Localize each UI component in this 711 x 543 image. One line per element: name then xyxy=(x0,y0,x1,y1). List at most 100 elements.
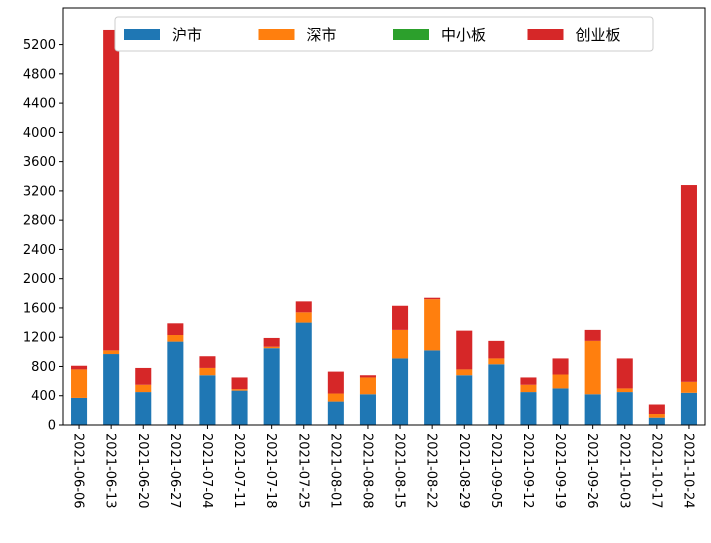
bar-2021-06-27-series-1 xyxy=(167,335,184,342)
bar-2021-07-18-series-0 xyxy=(263,348,280,425)
bar-2021-06-13-series-3 xyxy=(103,29,120,351)
x-tick-label: 2021-09-19 xyxy=(552,433,567,509)
x-tick-label: 2021-08-22 xyxy=(424,433,439,509)
bar-2021-10-17-series-0 xyxy=(648,417,665,425)
y-tick-label: 3200 xyxy=(23,184,56,199)
bar-2021-09-26-series-0 xyxy=(584,394,601,425)
y-tick-label: 1600 xyxy=(23,301,56,316)
bar-2021-09-05-series-0 xyxy=(488,364,505,425)
bar-2021-08-01-series-0 xyxy=(327,401,344,425)
bar-2021-07-25-series-3 xyxy=(295,301,312,313)
bar-2021-09-19-series-0 xyxy=(552,388,569,425)
legend-label-0: 沪市 xyxy=(172,26,202,44)
bar-2021-08-22-series-3 xyxy=(424,297,441,300)
bar-2021-08-15-series-3 xyxy=(392,305,409,330)
y-tick-label: 800 xyxy=(31,360,56,375)
bar-2021-06-13-series-0 xyxy=(103,354,120,425)
y-tick-label: 2400 xyxy=(23,243,56,258)
y-tick-label: 400 xyxy=(31,389,56,404)
bar-2021-10-03-series-1 xyxy=(616,388,633,393)
legend-label-2: 中小板 xyxy=(441,26,486,44)
y-tick-label: 2000 xyxy=(23,272,56,287)
x-tick-label: 2021-06-06 xyxy=(71,433,86,509)
bar-2021-06-06-series-1 xyxy=(71,369,88,398)
x-tick-label: 2021-08-29 xyxy=(456,433,471,509)
bar-2021-08-22-series-0 xyxy=(424,350,441,425)
y-tick-label: 4800 xyxy=(23,67,56,82)
x-tick-label: 2021-07-18 xyxy=(263,433,278,509)
bar-2021-08-08-series-0 xyxy=(359,394,376,425)
bar-2021-10-24-series-3 xyxy=(680,185,697,382)
y-axis: 0 400 800 1200 1600 2000 2400 2800 3200 3600 4000 4… xyxy=(23,38,63,434)
x-tick-label: 2021-09-05 xyxy=(488,433,503,509)
bar-2021-08-29-series-3 xyxy=(456,330,473,370)
bar-2021-06-13-series-1 xyxy=(103,350,120,355)
bar-2021-06-27-series-3 xyxy=(167,323,184,336)
bar-2021-07-11-series-3 xyxy=(231,377,248,390)
bar-2021-10-03-series-3 xyxy=(616,358,633,389)
x-tick-label: 2021-10-17 xyxy=(648,433,663,509)
bar-2021-09-26-series-1 xyxy=(584,340,601,395)
bar-2021-06-20-series-3 xyxy=(135,367,152,385)
bar-2021-09-05-series-1 xyxy=(488,358,505,365)
bar-2021-09-12-series-0 xyxy=(520,392,537,425)
bar-2021-09-19-series-1 xyxy=(552,374,569,389)
bar-2021-10-24-series-0 xyxy=(680,392,697,425)
y-tick-label: 0 xyxy=(48,419,56,434)
bar-2021-07-11-series-1 xyxy=(231,389,248,391)
x-axis: 2021-06-06 2021-06-13 2021-06-20 2021-06-27… xyxy=(71,425,695,509)
legend: 沪市 深市 中小板 创业板 xyxy=(114,16,654,52)
bar-2021-09-26-series-3 xyxy=(584,329,601,341)
legend-swatch-1 xyxy=(258,29,295,40)
bar-2021-08-01-series-3 xyxy=(327,371,344,394)
y-tick-label: 4000 xyxy=(23,126,56,141)
bar-2021-07-04-series-1 xyxy=(199,367,216,376)
bar-2021-10-17-series-1 xyxy=(648,414,665,418)
x-tick-label: 2021-08-08 xyxy=(359,433,374,509)
bar-2021-10-24-series-1 xyxy=(680,381,697,393)
bars-layer xyxy=(71,29,697,425)
legend-label-1: 深市 xyxy=(307,26,337,44)
x-tick-label: 2021-06-20 xyxy=(135,433,150,509)
bar-2021-08-15-series-1 xyxy=(392,329,409,359)
x-tick-label: 2021-06-27 xyxy=(167,433,182,509)
plot-frame xyxy=(62,7,706,426)
x-tick-label: 2021-09-26 xyxy=(584,433,599,509)
legend-swatch-2 xyxy=(393,29,429,40)
y-tick-label: 2800 xyxy=(23,214,56,229)
x-tick-label: 2021-06-13 xyxy=(103,433,118,509)
bar-2021-09-19-series-3 xyxy=(552,358,569,375)
bar-2021-08-08-series-3 xyxy=(359,375,376,378)
bar-2021-07-04-series-0 xyxy=(199,375,216,425)
y-tick-label: 1200 xyxy=(23,331,56,346)
x-tick-label: 2021-07-25 xyxy=(295,433,310,509)
legend-label-3: 创业板 xyxy=(576,26,621,44)
bar-2021-08-29-series-1 xyxy=(456,369,473,376)
legend-box xyxy=(114,16,654,52)
x-tick-label: 2021-08-15 xyxy=(392,433,407,509)
bar-2021-09-12-series-3 xyxy=(520,377,537,385)
x-tick-label: 2021-08-01 xyxy=(327,433,342,509)
bar-2021-07-18-series-3 xyxy=(263,337,280,347)
x-tick-label: 2021-07-11 xyxy=(231,433,246,509)
legend-swatch-0 xyxy=(124,29,160,40)
bar-2021-06-20-series-0 xyxy=(135,392,152,425)
bar-2021-09-12-series-1 xyxy=(520,384,537,393)
bar-2021-08-22-series-1 xyxy=(424,299,441,351)
bar-2021-06-20-series-1 xyxy=(135,384,152,393)
x-tick-label: 2021-09-12 xyxy=(520,433,535,509)
x-tick-label: 2021-10-03 xyxy=(616,433,631,509)
bar-2021-09-05-series-3 xyxy=(488,340,505,359)
bar-2021-08-01-series-1 xyxy=(327,393,344,402)
bar-2021-06-06-series-0 xyxy=(71,397,88,425)
x-tick-label: 2021-07-04 xyxy=(199,433,214,509)
legend-items: 沪市 深市 中小板 创业板 xyxy=(124,26,621,44)
bar-2021-07-04-series-3 xyxy=(199,356,216,368)
bar-2021-10-03-series-0 xyxy=(616,392,633,425)
legend-swatch-3 xyxy=(527,29,564,40)
y-tick-label: 3600 xyxy=(23,155,56,170)
bar-2021-07-18-series-1 xyxy=(263,346,280,349)
bar-2021-07-25-series-0 xyxy=(295,322,312,425)
y-tick-label: 5200 xyxy=(23,38,56,53)
bar-2021-06-27-series-0 xyxy=(167,341,184,425)
